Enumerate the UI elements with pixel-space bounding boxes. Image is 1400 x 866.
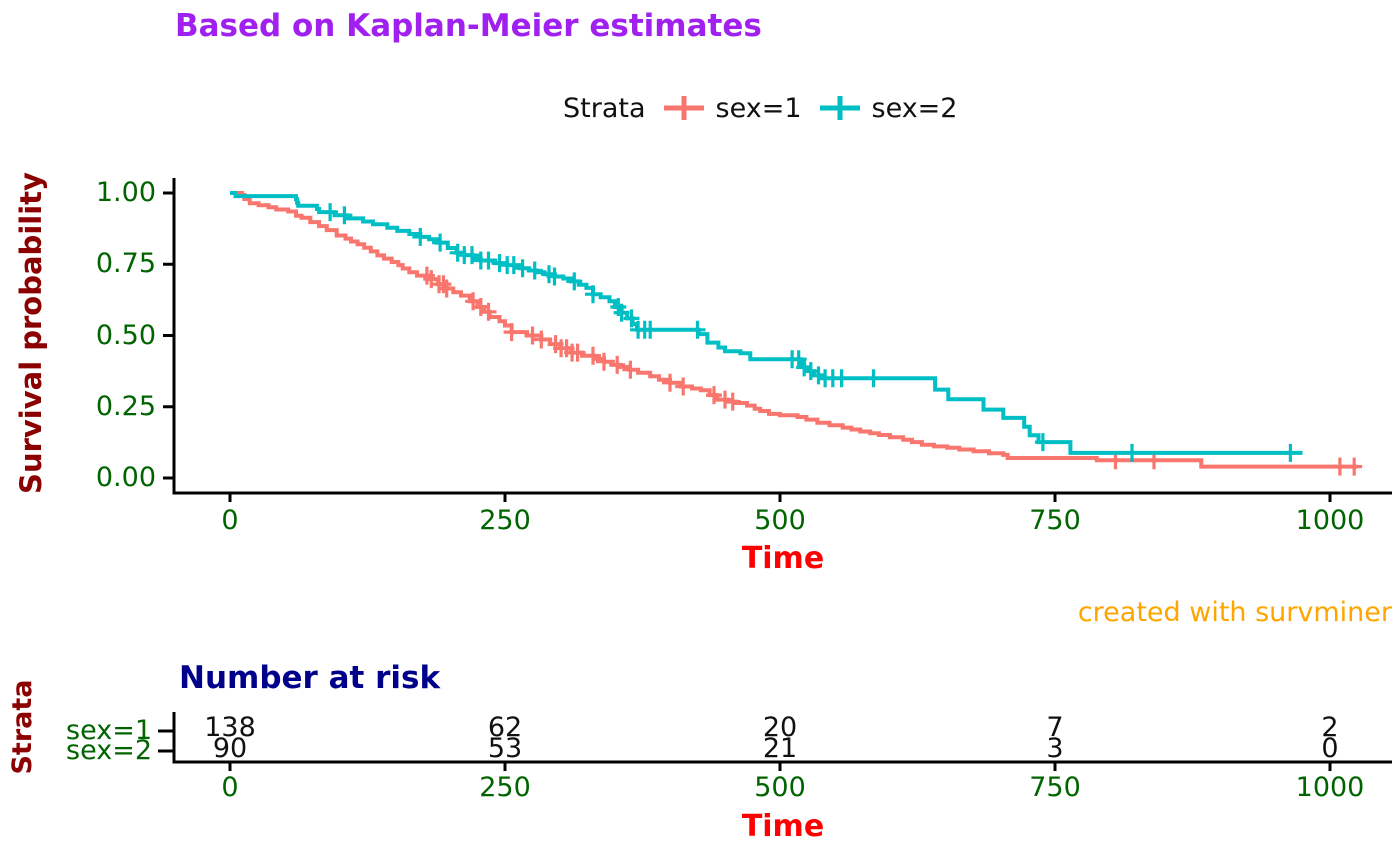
plus-cross-icon [663,96,704,120]
risk-x-axis-title: Time [741,809,825,844]
risk-x-tick-label: 250 [479,772,531,803]
y-tick-label: 0.00 [95,462,156,493]
x-tick-label: 1000 [1295,505,1365,536]
legend: Strata sex=1 sex=2 [563,88,957,128]
risk-axis-lines [172,712,1392,764]
censor-marks-sex=1 [418,266,1363,476]
plot-title: Based on Kaplan-Meier estimates [175,8,762,44]
risk-count: 7 [1046,712,1064,743]
y-tick-label: 0.75 [95,248,156,279]
risk-count: 21 [762,733,798,764]
caption: created with survminer [1077,597,1392,628]
x-tick-label: 750 [1029,505,1081,536]
y-tick-label: 1.00 [95,177,156,208]
y-axis-title: Survival probability [14,172,48,494]
plus-cross-icon [819,96,860,120]
risk-table-title: Number at risk [179,660,441,696]
risk-count: 138 [204,712,256,743]
risk-row-label-sex1: sex=1 [66,715,152,746]
risk-x-tick-label: 0 [221,772,239,803]
legend-title: Strata [563,92,646,124]
risk-x-tick-label: 1000 [1295,772,1365,803]
censor-marks-sex=2 [322,203,1299,462]
x-tick-label: 0 [221,505,239,536]
risk-count: 2 [1321,712,1339,743]
legend-label-sex2: sex=2 [871,92,958,124]
risk-count: 53 [487,733,523,764]
risk-count: 20 [762,712,798,743]
y-tick-label: 0.50 [95,320,156,351]
risk-x-tick-label: 500 [754,772,806,803]
legend-item-sex1: sex=1 [662,93,802,124]
risk-count: 62 [487,712,523,743]
risk-x-tick-label: 750 [1029,772,1081,803]
legend-label-sex1: sex=1 [715,92,802,124]
risk-count: 0 [1321,733,1339,764]
axis-lines [172,178,1392,495]
x-tick-label: 250 [479,505,531,536]
km-curve-sex=1 [230,191,1358,469]
risk-row-label-sex2: sex=2 [66,735,152,766]
risk-count: 90 [212,733,248,764]
x-axis-title: Time [741,541,825,576]
km-curve-sex=2 [230,191,1303,455]
x-tick-label: 500 [754,505,806,536]
risk-count: 3 [1046,733,1064,764]
y-tick-label: 0.25 [95,391,156,422]
legend-item-sex2: sex=2 [818,92,958,124]
